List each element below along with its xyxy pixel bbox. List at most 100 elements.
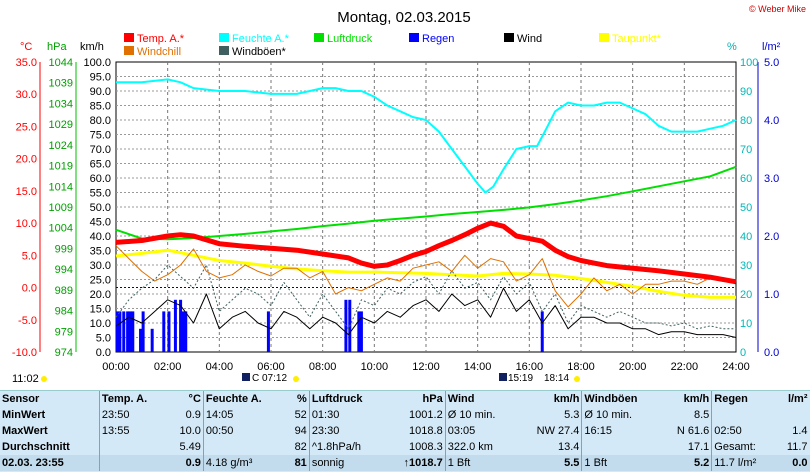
rain-bar (126, 311, 130, 352)
temp-tick-label: -10.0 (12, 347, 37, 359)
x-tick-label: 18:00 (567, 361, 595, 373)
legend-swatch (124, 46, 134, 55)
rain-bar (139, 328, 143, 352)
statistics-panel: Sensor Temp. A. °C Feuchte A.% Luftdruck hPa W… (0, 390, 810, 472)
wind-tick-label: 10.0 (90, 318, 111, 330)
humidity-tick-label: 20 (740, 289, 752, 301)
stats-cell: 03:05 (447, 424, 476, 437)
x-tick-label: 24:00 (722, 361, 750, 373)
temp-tick-label: 25.0 (16, 121, 37, 133)
stats-cell: 1 Bft (581, 455, 662, 471)
moon-icon (242, 373, 250, 381)
stats-cell: 00:50 (205, 424, 234, 437)
stats-cell: 81 (286, 455, 310, 471)
x-tick-label: 02:00 (154, 361, 182, 373)
stats-cell: 16:15 (584, 424, 612, 437)
legend-swatch (599, 33, 609, 42)
stats-cell: % (286, 391, 310, 407)
wind-tick-label: 50.0 (90, 202, 111, 214)
x-tick-label: 20:00 (619, 361, 647, 373)
stats-row: MinWert 23:50 0.9 14:05 52 01:30 1001.2 Ø 10 mi… (0, 407, 810, 423)
humidity-tick-label: 100 (740, 57, 758, 69)
stats-cell: 0.9 (167, 407, 204, 423)
stats-cell: 8.5 (661, 407, 713, 423)
stats-cell: 10.0 (167, 423, 204, 439)
pressure-tick-label: 974 (55, 347, 73, 359)
wind-tick-label: 75.0 (90, 130, 111, 142)
stats-row-label: 02.03. 23:55 (0, 455, 100, 471)
stats-cell: 52 (286, 407, 310, 423)
legend-label: Luftdruck (327, 33, 373, 45)
stats-cell (203, 439, 286, 455)
stats-cell: 94 (286, 423, 310, 439)
wind-tick-label: 15.0 (90, 304, 111, 316)
rain-bar (122, 311, 126, 352)
legend-label: Wind (517, 33, 542, 45)
stats-cell: 1001.2 (385, 407, 446, 423)
stats-cell: 17.1 (661, 439, 713, 455)
stats-cell: 1.4 (792, 424, 808, 437)
legend-swatch (124, 33, 134, 42)
wind-tick-label: 40.0 (90, 231, 111, 243)
wind-axis-unit: km/h (80, 41, 104, 53)
legend-label: Temp. A.* (137, 33, 185, 45)
rain-tick-label: 2.0 (764, 231, 779, 243)
rain-bar (131, 311, 135, 352)
stats-header-row: Sensor Temp. A. °C Feuchte A.% Luftdruck hPa W… (0, 391, 810, 407)
pressure-tick-label: 1029 (49, 119, 73, 131)
pressure-tick-label: 979 (55, 326, 73, 338)
pressure-tick-label: 989 (55, 285, 73, 297)
stats-cell: 5.2 (661, 455, 713, 471)
temp-tick-label: 20.0 (16, 154, 37, 166)
stats-row-label: MaxWert (0, 423, 100, 439)
pressure-axis-unit: hPa (47, 41, 67, 53)
x-tick-label: 04:00 (206, 361, 234, 373)
pressure-tick-label: 1009 (49, 202, 73, 214)
stats-row: Durchschnitt 5.49 82 ^1.8hPa/h 1008.3 322.0 k… (0, 439, 810, 455)
stats-cell: 4.18 g/m³ (203, 455, 287, 471)
stats-cell: 1018.8 (385, 423, 446, 439)
humidity-axis-unit: % (727, 41, 737, 53)
statistics-table: Sensor Temp. A. °C Feuchte A.% Luftdruck hPa W… (0, 391, 810, 471)
stats-row-label: MinWert (0, 407, 100, 423)
stats-row: MaxWert 13:55 10.0 00:50 94 23:30 1018.8 03:05 N… (0, 423, 810, 439)
pressure-tick-label: 1044 (49, 57, 73, 69)
rain-bar (128, 311, 132, 352)
pressure-tick-label: 1004 (49, 223, 73, 235)
pressure-tick-label: 1039 (49, 78, 73, 90)
humidity-tick-label: 40 (740, 231, 752, 243)
wind-tick-label: 80.0 (90, 115, 111, 127)
stats-cell: 1 Bft (445, 455, 517, 471)
stats-cell: Regen (714, 392, 748, 405)
stats-cell: 23:30 (311, 424, 340, 437)
stats-cell: Temp. A. (101, 392, 148, 405)
time-label: 11:02 (12, 373, 39, 385)
series-line-wind (115, 287, 737, 338)
legend-label: Taupunkt* (612, 33, 662, 45)
stats-cell: Wind (447, 392, 475, 405)
series-line-windb-en (115, 264, 736, 330)
temp-axis-unit: °C (20, 41, 32, 53)
legend-swatch (219, 33, 229, 42)
rain-bar (150, 328, 154, 352)
wind-tick-label: 5.0 (96, 333, 111, 345)
x-tick-label: 00:00 (102, 361, 130, 373)
pressure-tick-label: 984 (55, 306, 73, 318)
stats-cell: hPa (385, 391, 446, 407)
rain-bar (162, 311, 166, 352)
stats-row: 02.03. 23:55 0.9 4.18 g/m³ 81 sonnig ↑1018.7 1… (0, 455, 810, 471)
legend-label: Windböen* (232, 46, 287, 58)
wind-tick-label: 0.0 (96, 347, 111, 359)
rain-tick-label: 3.0 (764, 173, 779, 185)
rain-bar (115, 311, 119, 352)
rain-axis-unit: l/m² (762, 41, 781, 53)
marker-label-3: 18:14 (544, 373, 569, 384)
humidity-tick-label: 0 (740, 347, 746, 359)
chart-title: Montag, 02.03.2015 (337, 9, 470, 26)
stats-cell: Luftdruck (311, 392, 363, 405)
temp-tick-label: 5.0 (22, 250, 37, 262)
temp-tick-label: -5.0 (18, 315, 37, 327)
stats-cell (776, 407, 810, 423)
stats-cell: Windböen (584, 392, 638, 405)
rain-tick-label: 1.0 (764, 289, 779, 301)
